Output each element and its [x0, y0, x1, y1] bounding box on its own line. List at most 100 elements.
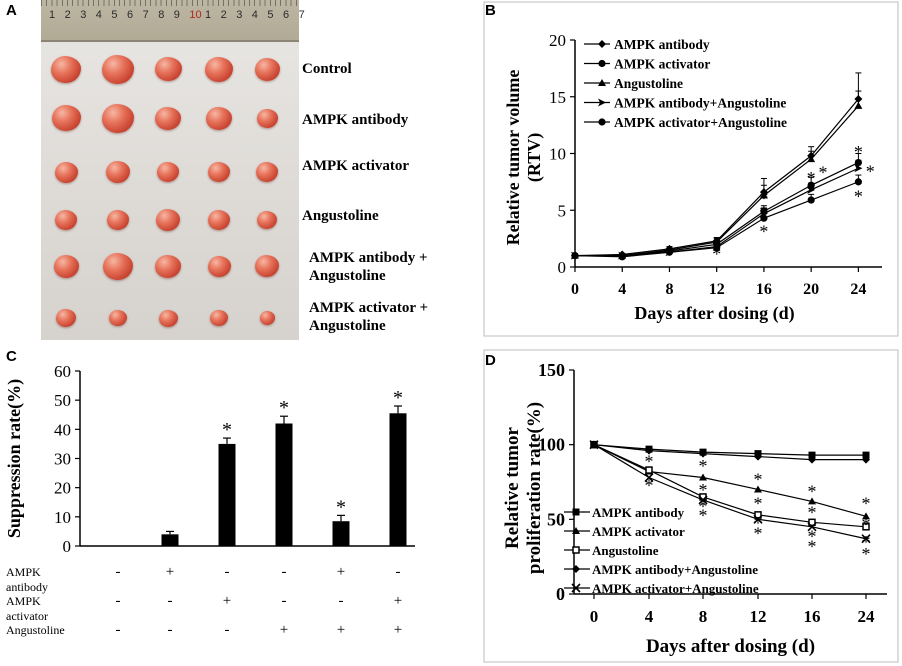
table-cell: -: [116, 564, 121, 580]
series-line: [593, 444, 866, 456]
table-cell: -: [168, 593, 173, 609]
x-tick-label: 24: [850, 281, 866, 298]
tumor-sample: [155, 106, 181, 130]
data-point: [753, 514, 763, 524]
legend-label: Angustoline: [614, 76, 683, 91]
x-tick-label: 8: [699, 607, 708, 626]
table-row-label: AMPK: [6, 565, 41, 579]
significance-star: *: [808, 502, 817, 522]
table-cell: -: [396, 564, 401, 580]
tumor-sample: [51, 55, 81, 83]
y-tick-label: 0: [556, 584, 565, 604]
significance-star: *: [699, 456, 708, 476]
ruler-number: 1: [205, 9, 212, 21]
ruler: 1 2 3 4 5 6 7 8 9 10 1 2 3 4 5 6 7: [41, 0, 305, 42]
table-cell: -: [339, 593, 344, 609]
legend-label: AMPK antibody+Angustoline: [592, 562, 758, 577]
significance-star: *: [854, 142, 863, 162]
group-label-ampk-antibody: AMPK antibody: [302, 112, 409, 128]
bar: [389, 413, 407, 546]
tumor-sample: [53, 254, 79, 278]
data-point: [854, 101, 863, 109]
tumor-sample: [208, 210, 230, 230]
ruler-number: 7: [298, 9, 305, 21]
y-tick-label: 30: [54, 450, 71, 469]
data-point: [854, 178, 862, 186]
data-point: [618, 253, 626, 261]
y-tick-label: 20: [54, 479, 71, 498]
y-tick-label: 100: [538, 435, 565, 455]
legend-label: AMPK antibody: [614, 37, 710, 52]
data-point: [808, 455, 816, 464]
significance-star: *: [754, 470, 763, 490]
table-row-label: Angustoline: [6, 623, 65, 637]
x-tick-label: 12: [750, 607, 767, 626]
tumor-sample: [56, 309, 76, 327]
series-line: [593, 444, 866, 461]
y-tick-label: 60: [54, 362, 71, 381]
data-point: [808, 518, 816, 527]
y-tick-label: 15: [549, 88, 566, 107]
table-cell: -: [282, 564, 287, 580]
ruler-number: 1: [49, 9, 56, 21]
group-label-control: Control: [302, 61, 352, 77]
table-cell: -: [168, 622, 173, 638]
tumor-sample: [51, 105, 81, 131]
tumor-sample: [103, 252, 133, 280]
legend-label: AMPK antibody+Angustoline: [614, 96, 786, 111]
tumor-sample: [206, 106, 232, 130]
data-point: [754, 452, 762, 461]
table-cell: +: [337, 564, 345, 580]
y-axis-title: Relative tumor: [502, 427, 523, 549]
table-cell: +: [166, 564, 174, 580]
tumor-sample: [154, 57, 182, 81]
table-cell: +: [394, 593, 402, 609]
table-cell: +: [337, 622, 345, 638]
data-point: [807, 185, 816, 194]
x-tick-label: 16: [756, 281, 772, 298]
x-tick-label: 0: [590, 607, 599, 626]
data-point: [698, 495, 708, 505]
data-point: [754, 485, 762, 493]
legend-marker: [598, 59, 606, 68]
table-cell: -: [225, 622, 230, 638]
tumor-sample: [208, 162, 230, 182]
data-point: [699, 449, 707, 458]
x-tick-label: 12: [709, 281, 725, 298]
table-cell: +: [223, 593, 231, 609]
y-axis-title-line2: proliferation rate(%): [524, 402, 545, 574]
data-point: [808, 497, 816, 505]
significance-star: *: [854, 186, 863, 206]
tumor-sample: [158, 309, 178, 327]
group-label-ampk-activator: AMPK activator: [302, 158, 410, 174]
significance-star: *: [866, 161, 875, 181]
legend-marker: [572, 565, 580, 573]
x-axis-title: Days after dosing (d): [634, 303, 794, 324]
tumor-sample: [106, 161, 130, 183]
tumor-sample: [156, 209, 180, 231]
data-point: [862, 523, 870, 531]
group-label-antibody-combo-line2: Angustoline: [309, 268, 386, 284]
group-label-antibody-combo-line1: AMPK antibody +: [309, 250, 428, 266]
bar: [332, 521, 350, 546]
significance-star: *: [754, 523, 763, 543]
data-point: [589, 440, 599, 450]
legend-label: AMPK activator: [614, 57, 710, 72]
tumor-sample: [257, 211, 277, 229]
data-point: [713, 244, 721, 252]
data-point: [807, 522, 817, 532]
panel-b-chart: 0 5 10 15 20 0 4 8 12 16 20 24 Days after dosing (d)…: [483, 1, 899, 337]
data-point: [862, 451, 870, 459]
ruler-number: 8: [158, 9, 165, 21]
data-point: [712, 238, 721, 246]
legend-label: Angustoline: [592, 543, 659, 558]
significance-star: *: [807, 180, 816, 200]
ruler-number: 7: [142, 9, 149, 21]
legend-label: AMPK activator+Angustoline: [592, 581, 759, 596]
y-tick-label: 50: [547, 509, 565, 529]
tumor-sample: [210, 310, 228, 326]
ruler-ticks: [41, 0, 299, 6]
tumor-sample: [205, 56, 233, 82]
significance-star: *: [754, 513, 763, 533]
ruler-number: 2: [64, 9, 71, 21]
